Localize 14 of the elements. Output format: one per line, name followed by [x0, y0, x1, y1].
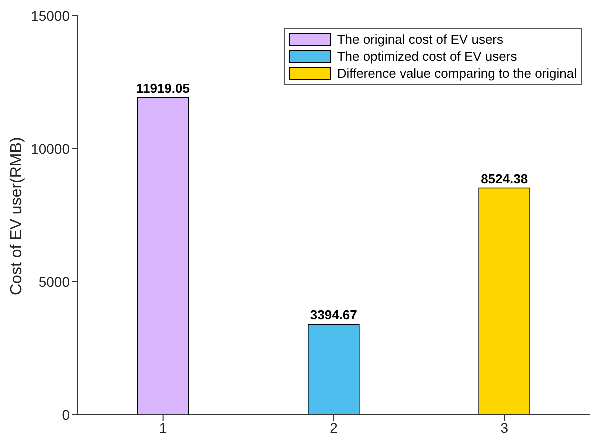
- y-axis-title: Cost of EV user(RMB): [8, 137, 26, 296]
- data-label: 11919.05: [136, 80, 190, 96]
- x-tick-label: 3: [500, 420, 509, 436]
- data-label: 8524.38: [481, 171, 528, 186]
- y-tick-label: 10000: [31, 140, 70, 157]
- y-tick-label: 5000: [38, 274, 70, 290]
- y-tick-label: 15000: [31, 8, 70, 24]
- legend-label: Difference value comparing to the original: [337, 65, 577, 82]
- legend-label: The original cost of EV users: [337, 31, 504, 48]
- data-label: 3394.67: [310, 308, 358, 323]
- x-tick-label: 2: [330, 420, 338, 436]
- x-tick-label: 1: [159, 420, 168, 436]
- legend-label: The optimized cost of EV users: [337, 48, 518, 65]
- y-tick-label: 0: [62, 406, 70, 423]
